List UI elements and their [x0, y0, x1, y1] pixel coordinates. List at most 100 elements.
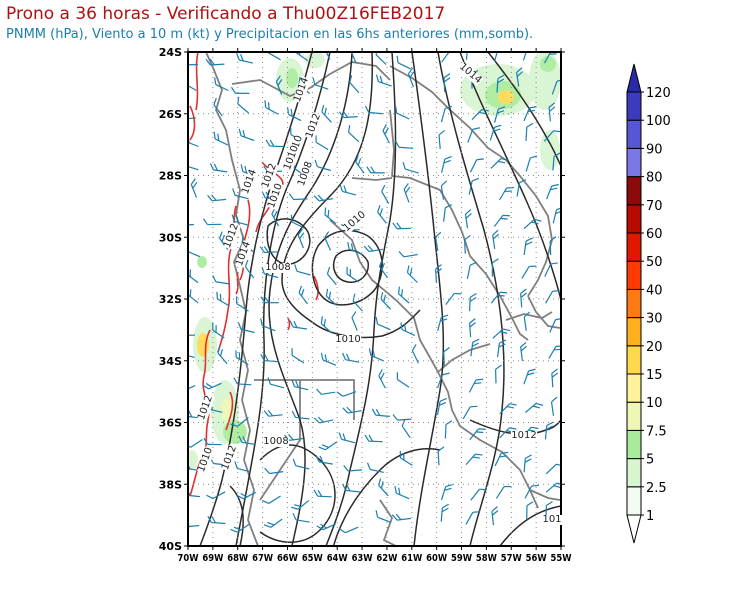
wind-barb: [436, 372, 450, 389]
longitude-labels: 70W 69W 68W 67W 66W 65W 64W 63W 62W 61W 60W 59W 58W 5…: [178, 553, 572, 564]
wind-barb: [437, 314, 449, 332]
colorbar-label: 15: [646, 368, 663, 383]
wind-barb: [217, 346, 228, 365]
lat-label: 26S: [159, 108, 182, 121]
wind-barb: [468, 378, 484, 393]
isobar-label-bg: [196, 446, 216, 474]
wind-barb: [320, 352, 337, 366]
wind-barb: [543, 130, 561, 142]
wind-barb: [494, 106, 506, 123]
lon-label: 58W: [476, 553, 497, 564]
colorbar-segment: [626, 401, 642, 431]
wind-barb: [313, 489, 332, 498]
wind-barb: [355, 154, 365, 174]
isobar-label-bg: [263, 437, 289, 447]
wind-barb: [443, 346, 450, 366]
wind-barb: [443, 73, 451, 92]
wind-barb: [492, 328, 511, 339]
wind-barb: [209, 163, 228, 173]
lat-label: 28S: [159, 170, 182, 183]
wind-barb: [440, 180, 448, 200]
lat-label: 38S: [159, 478, 182, 491]
wind-barb: [294, 264, 311, 276]
wind-barb: [324, 207, 337, 225]
wind-barb: [469, 428, 486, 441]
wind-barb: [494, 52, 505, 62]
wind-barb: [523, 311, 530, 331]
wind-barb: [316, 388, 336, 395]
isobar-label-bg: [539, 515, 565, 525]
wind-barb: [493, 214, 511, 227]
isobar-label-bg: [456, 61, 484, 87]
wind-barb: [292, 458, 310, 470]
wind-barb: [342, 352, 360, 363]
wind-barb: [494, 451, 509, 467]
wind-barb: [264, 100, 279, 115]
wind-barb: [291, 410, 310, 420]
wind-barb: [213, 131, 229, 146]
isobar-label-bg: [335, 335, 361, 345]
wind-barb: [399, 450, 413, 466]
wind-barb: [490, 291, 508, 304]
colorbar-label: 40: [646, 283, 663, 298]
wind-barb: [315, 135, 329, 151]
colorbar-segment: [626, 232, 642, 262]
wind-barb: [497, 339, 507, 358]
wind-barb: [343, 464, 363, 472]
wind-barb: [397, 286, 410, 304]
wind-barb: [342, 406, 362, 414]
wind-barb: [375, 316, 391, 331]
wind-barb: [523, 454, 532, 473]
wind-barb: [212, 322, 225, 339]
wind-barb: [364, 105, 383, 115]
wind-barb: [265, 139, 284, 148]
wind-barb: [371, 408, 390, 417]
isobar-label-bg: [282, 144, 302, 172]
wind-barb: [366, 166, 385, 174]
wind-barb: [520, 288, 528, 308]
wind-barb: [316, 523, 336, 531]
wind-barb: [216, 291, 230, 307]
colorbar-segment: [626, 429, 642, 460]
lon-label: 59W: [451, 553, 472, 564]
wind-barb: [489, 124, 502, 141]
wind-barb: [515, 67, 523, 87]
colorbar-segment: [626, 486, 642, 516]
wind-barb: [523, 368, 536, 385]
isobar-label: 1010: [335, 334, 360, 345]
wind-barb: [394, 486, 410, 500]
wind-barb: [292, 512, 310, 523]
wind-barb: [188, 64, 198, 66]
colorbar-label: 20: [646, 340, 663, 355]
lon-label: 69W: [202, 553, 223, 564]
wind-barb: [352, 293, 363, 312]
colorbar-label: 70: [646, 199, 663, 214]
colorbar-segment: [626, 176, 642, 206]
wind-barb: [467, 127, 480, 143]
isobar-label-bg: [240, 168, 260, 196]
wind-barb: [202, 382, 222, 390]
wind-barb: [213, 97, 223, 117]
wind-barb: [320, 316, 333, 334]
wind-barb: [545, 463, 561, 475]
wind-barb: [368, 348, 384, 362]
wind-barb: [263, 518, 283, 528]
isobar-label: 1008: [265, 262, 290, 273]
wind-barb: [462, 405, 478, 420]
colorbar-label: 60: [646, 227, 663, 242]
wind-barb: [378, 369, 386, 389]
wind-barb: [525, 155, 538, 172]
wind-barb: [443, 204, 453, 222]
wind-barb: [267, 52, 281, 61]
lon-label: 64W: [327, 553, 348, 564]
colorbar-label: 30: [646, 312, 663, 327]
wind-barb: [440, 503, 449, 522]
latitude-labels: 24S 26S 28S 30S 32S 34S 36S 38S 40S: [159, 46, 182, 553]
wind-barb: [259, 246, 279, 254]
wind-barb: [444, 420, 453, 439]
isobar-label-bg: [222, 222, 242, 250]
wind-barb: [441, 156, 452, 173]
wind-barb: [348, 125, 360, 143]
wind-barb: [230, 417, 249, 427]
lat-label: 36S: [159, 417, 182, 430]
